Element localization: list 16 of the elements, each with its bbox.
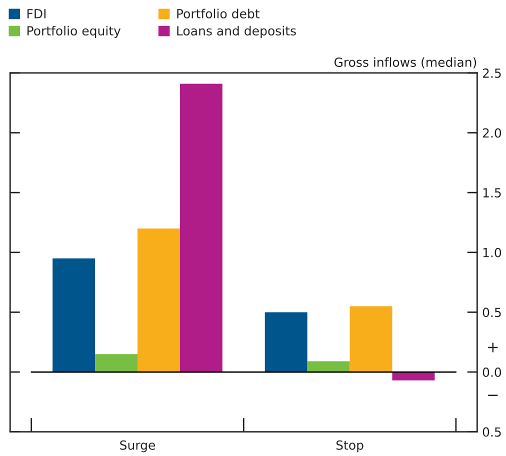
legend-label: Portfolio equity [27, 26, 121, 38]
y-tick-label: 0.5 [482, 427, 501, 437]
y-tick-label: 1.5 [483, 188, 501, 198]
legend-label: FDI [27, 9, 46, 18]
x-tick-label: Stop [336, 440, 364, 452]
text: + [488, 342, 498, 352]
legend-label: Loans and deposits [177, 26, 296, 38]
text: − [488, 394, 498, 396]
y-axis-title: Gross inflows (median) [334, 57, 476, 68]
x-tick-label: Surge [120, 440, 156, 452]
y-tick-label: 0.5 [482, 308, 501, 318]
y-tick-label: 2.5 [482, 68, 501, 78]
legend-label: Portfolio debt [177, 8, 260, 18]
y-tick-label: 0.0 [482, 367, 502, 377]
y-tick-label: 1.0 [483, 248, 502, 258]
y-tick-label: 2.0 [482, 128, 502, 138]
